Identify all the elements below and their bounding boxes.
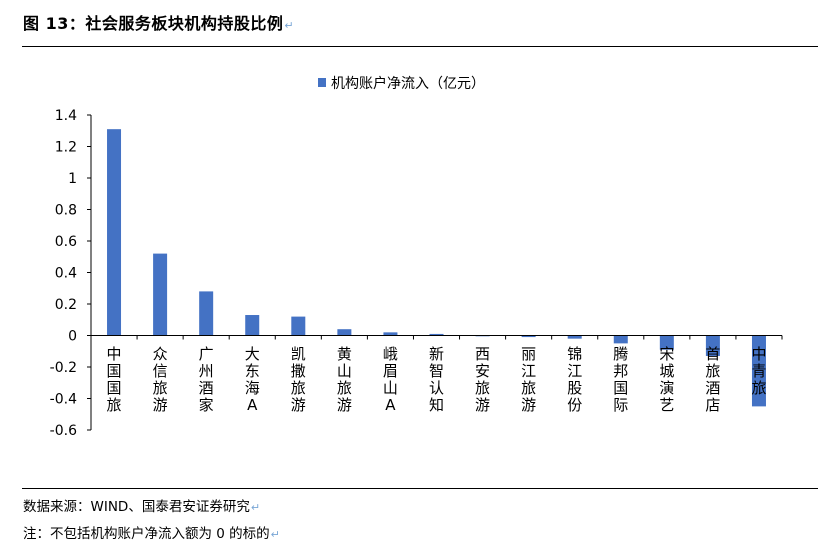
y-tick-label: -0.6 xyxy=(50,423,77,439)
category-label-15: 中青旅 xyxy=(751,345,766,397)
bar-12 xyxy=(613,335,628,344)
y-tick-label: 0.6 xyxy=(55,234,77,250)
bar-6 xyxy=(337,329,352,336)
bar-3 xyxy=(199,291,214,336)
bar-1 xyxy=(107,129,122,336)
bar-5 xyxy=(291,316,306,336)
category-label-9: 西安旅游 xyxy=(475,345,490,414)
y-tick-label: 0.2 xyxy=(55,297,77,313)
bar-7 xyxy=(383,332,398,336)
return-mark-icon: ↵ xyxy=(284,19,295,32)
category-label-2: 众信旅游 xyxy=(153,345,168,414)
category-label-11: 锦江股份 xyxy=(567,345,582,414)
y-tick-label: 0.8 xyxy=(55,203,77,219)
legend-swatch xyxy=(318,78,326,87)
bar-13 xyxy=(659,335,674,350)
category-label-1: 中国国旅 xyxy=(107,345,122,414)
bar-8 xyxy=(429,333,444,336)
category-label-12: 腾邦国际 xyxy=(613,345,628,414)
y-tick-label: 1 xyxy=(68,171,77,187)
category-label-3: 广州酒家 xyxy=(199,345,214,414)
category-label-13: 宋城演艺 xyxy=(659,345,674,414)
category-label-14: 首旅酒店 xyxy=(705,345,720,414)
bar-14 xyxy=(705,335,720,356)
y-axis: -0.6 -0.4 -0.2 0 0.2 0.4 0.6 0.8 1 1.2 1.4 xyxy=(50,108,92,439)
top-divider xyxy=(22,46,818,47)
return-mark-icon: ↵ xyxy=(250,501,261,514)
bars-group xyxy=(107,129,766,407)
bar-10 xyxy=(521,335,536,338)
figure-title: 图 13：社会服务板块机构持股比例↵ xyxy=(23,10,294,34)
category-label-4: 大东海 A xyxy=(245,345,260,414)
legend-label: 机构账户净流入（亿元） xyxy=(331,75,485,92)
figure-title-text: 图 13：社会服务板块机构持股比例 xyxy=(23,14,284,33)
category-labels: 中国国旅 众信旅游 广州酒家 大东海 A 凯撒旅游 黄山旅游 峨眉山 A 新智认知 西安旅游 丽江旅游… xyxy=(107,345,767,414)
y-tick-label: 0.4 xyxy=(55,266,77,282)
category-label-6: 黄山旅游 xyxy=(337,345,352,414)
y-tick-label: 1.4 xyxy=(55,108,77,124)
x-axis xyxy=(90,335,783,340)
y-tick-label: -0.2 xyxy=(50,360,77,376)
footnote: 注：不包括机构账户净流入额为 0 的标的↵ xyxy=(23,522,280,542)
category-label-5: 凯撒旅游 xyxy=(291,345,306,414)
bottom-divider xyxy=(22,488,818,489)
bar-11 xyxy=(567,335,582,339)
bar-15 xyxy=(751,335,766,407)
legend: 机构账户净流入（亿元） xyxy=(318,75,485,92)
bar-2 xyxy=(153,253,168,336)
y-tick-label: 0 xyxy=(68,329,77,345)
footnote-text: 注：不包括机构账户净流入额为 0 的标的 xyxy=(23,526,270,542)
y-tick-label: -0.4 xyxy=(50,392,77,408)
source-note: 数据来源：WIND、国泰君安证券研究↵ xyxy=(23,495,260,515)
bar-4 xyxy=(245,315,260,336)
return-mark-icon: ↵ xyxy=(270,528,280,541)
category-label-8: 新智认知 xyxy=(429,345,444,414)
source-text: 数据来源：WIND、国泰君安证券研究 xyxy=(23,499,250,515)
bar-chart: -0.6 -0.4 -0.2 0 0.2 0.4 0.6 0.8 1 1.2 1.4 中国国旅 众信旅… xyxy=(50,75,783,439)
category-label-7: 峨眉山 A xyxy=(383,345,398,414)
category-label-10: 丽江旅游 xyxy=(521,345,536,414)
y-tick-label: 1.2 xyxy=(55,140,77,156)
